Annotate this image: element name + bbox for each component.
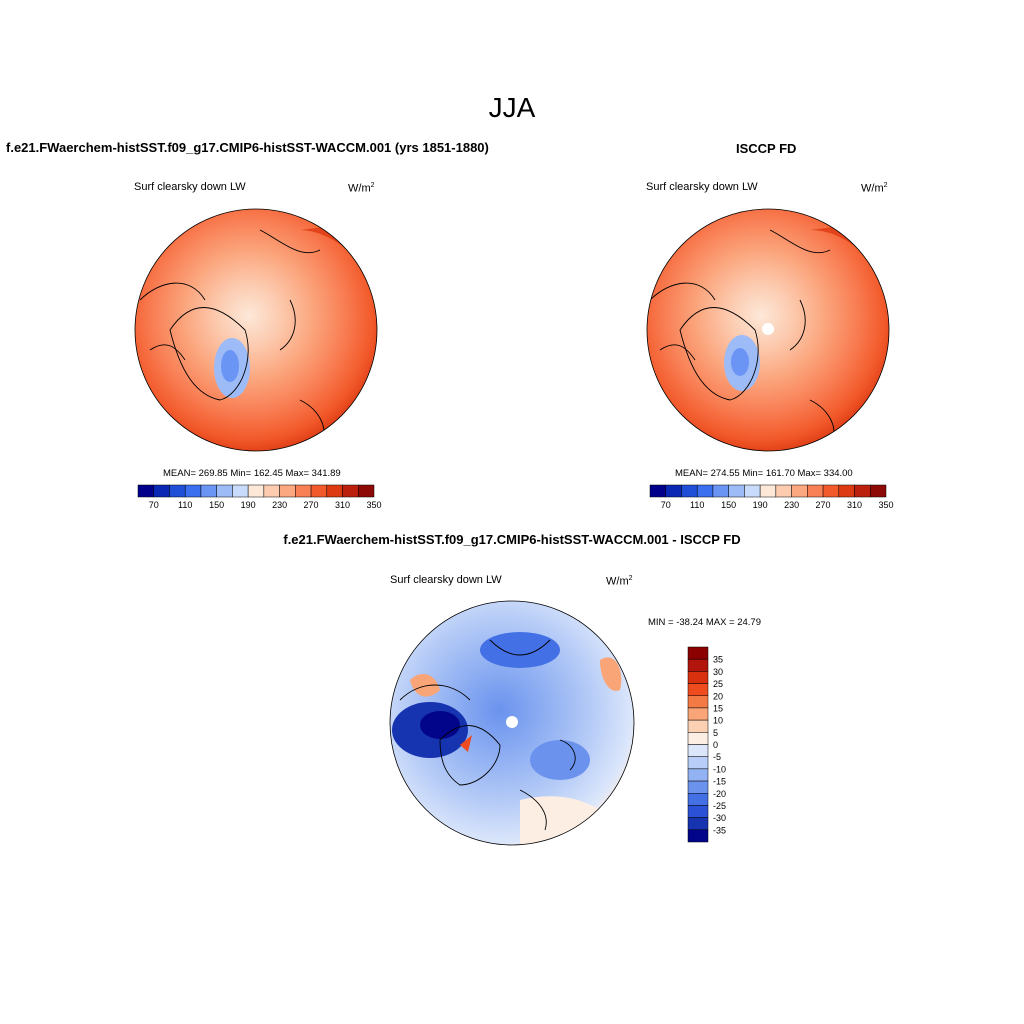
obs-colorbar-box [649,484,666,498]
model-colorbar-label: 190 [241,500,256,510]
model-colorbar-box [169,484,186,498]
obs-colorbar-box [712,484,729,498]
diff-colorbar-box [687,756,709,770]
obs-colorbar-label: 310 [847,500,862,510]
model-colorbar: 70 110 150 190 230 270 310 350 [137,484,382,510]
diff-colorbar-box [687,695,709,709]
obs-colorbar-label: 190 [753,500,768,510]
obs-units-label: W/m2 [861,182,888,195]
model-colorbar-label: 270 [304,500,319,510]
model-polar-map [134,208,378,452]
model-colorbar-box [310,484,328,498]
diff-colorbar-label: 10 [713,716,723,726]
diff-colorbar-box [687,732,709,745]
obs-colorbar-box [775,484,792,498]
obs-colorbar-label: 350 [878,500,893,510]
diff-colorbar-box [687,780,709,794]
diff-colorbar-label: -30 [713,813,726,823]
obs-colorbar-box [696,484,714,498]
diff-stats: MIN = -38.24 MAX = 24.79 [648,617,762,628]
model-stats: MEAN= 269.85 Min= 162.45 Max= 341.89 [163,468,341,479]
obs-colorbar-box [822,484,840,498]
obs-colorbar-box [791,484,808,498]
model-colorbar-box [137,484,154,498]
obs-colorbar-label: 230 [784,500,799,510]
obs-colorbar: 70 110 150 190 230 270 310 350 [649,484,894,510]
model-panel-title: f.e21.FWaerchem-histSST.f09_g17.CMIP6-hi… [6,140,489,155]
obs-variable-label: Surf clearsky down LW [646,181,758,193]
obs-colorbar-box [665,484,682,498]
page-title: JJA [488,92,536,123]
diff-colorbar-box [687,805,709,818]
diff-units-label: W/m2 [606,575,633,588]
model-variable-label: Surf clearsky down LW [134,181,246,193]
obs-colorbar-label: 70 [661,500,671,510]
model-colorbar-label: 310 [335,500,350,510]
model-colorbar-box [279,484,296,498]
model-colorbar-box [200,484,217,498]
model-units-label: W/m2 [348,182,375,195]
diff-colorbar-box [687,744,709,757]
diff-colorbar-label: 35 [713,655,723,665]
obs-polar-map [646,208,890,452]
model-colorbar-box [232,484,249,498]
diff-colorbar-label: -10 [713,764,726,774]
model-colorbar-box [358,484,375,498]
model-colorbar-box [342,484,359,498]
obs-colorbar-box [807,484,824,498]
diff-colorbar-label: -20 [713,789,726,799]
obs-colorbar-label: 110 [690,500,704,510]
diff-colorbar-label: 20 [713,691,723,701]
obs-colorbar-box [854,484,871,498]
diff-colorbar-label: -15 [713,777,726,787]
diff-colorbar-label: -25 [713,801,726,811]
model-colorbar-box [216,484,233,498]
diff-colorbar-box [687,646,709,660]
diff-colorbar-box [687,719,709,733]
diff-colorbar-box [687,793,709,806]
diff-colorbar-label: 5 [713,728,718,738]
diff-colorbar-label: 0 [713,740,718,750]
diff-panel-title: f.e21.FWaerchem-histSST.f09_g17.CMIP6-hi… [283,532,741,547]
obs-colorbar-box [728,484,745,498]
model-colorbar-box [263,484,280,498]
diff-colorbar-label: -35 [713,825,726,835]
diff-colorbar-label: 30 [713,667,723,677]
diff-colorbar-box [687,671,709,684]
model-colorbar-label: 150 [209,500,224,510]
model-colorbar-box [295,484,312,498]
obs-panel-title: ISCCP FD [736,141,797,156]
obs-colorbar-label: 270 [816,500,831,510]
obs-colorbar-box [870,484,887,498]
obs-colorbar-box [681,484,698,498]
diff-variable-label: Surf clearsky down LW [390,574,502,586]
diff-colorbar-label: -5 [713,752,721,762]
diff-colorbar-box [687,658,709,672]
diff-colorbar-label: 25 [713,679,723,689]
diff-colorbar-box [687,707,709,721]
diff-polar-map [389,600,635,846]
obs-colorbar-box [759,484,777,498]
model-colorbar-box [153,484,170,498]
model-colorbar-box [326,484,343,498]
obs-stats: MEAN= 274.55 Min= 161.70 Max= 334.00 [675,468,853,479]
diff-colorbar-box [687,817,709,831]
diff-colorbar-label: 15 [713,703,723,713]
obs-colorbar-box [744,484,761,498]
obs-colorbar-label: 150 [721,500,736,510]
model-colorbar-label: 350 [366,500,381,510]
model-colorbar-box [247,484,265,498]
model-colorbar-box [184,484,202,498]
model-colorbar-label: 110 [178,500,192,510]
model-colorbar-label: 70 [149,500,159,510]
diff-colorbar: 35 30 25 20 15 10 5 0 -5 -10 -15 -20 -25 -30 -35 [687,646,726,843]
obs-colorbar-box [838,484,855,498]
diff-colorbar-box [687,683,709,696]
diff-colorbar-box [687,768,709,782]
diff-colorbar-box [687,829,709,843]
model-colorbar-label: 230 [272,500,287,510]
